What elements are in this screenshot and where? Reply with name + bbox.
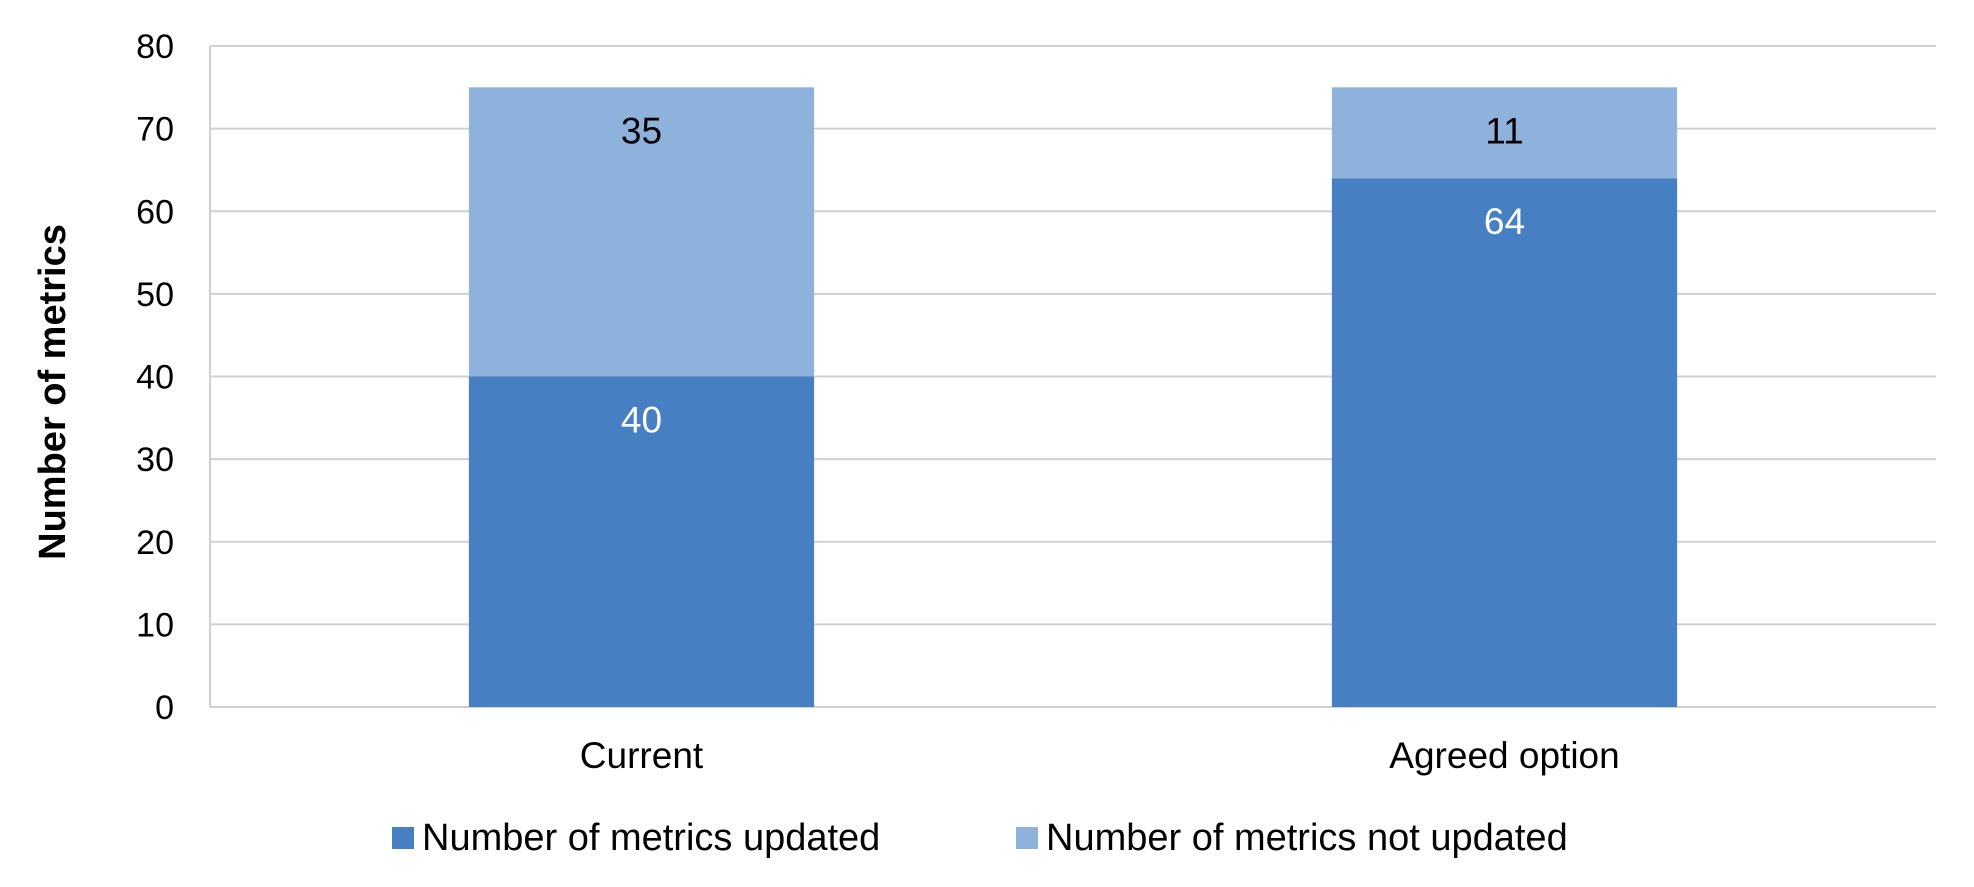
legend-label: Number of metrics updated xyxy=(422,817,880,859)
legend-swatch xyxy=(1016,827,1038,849)
data-label: 35 xyxy=(621,110,662,151)
bar-segment xyxy=(468,376,815,707)
bar-segment xyxy=(1331,87,1678,179)
data-label: 64 xyxy=(1484,201,1525,242)
y-tick-label: 10 xyxy=(136,606,174,644)
y-tick-label: 40 xyxy=(136,359,174,397)
legend-swatch xyxy=(392,827,414,849)
x-axis-category-labels: Current Agreed option xyxy=(580,735,1620,776)
data-label: 11 xyxy=(1485,110,1523,151)
y-axis-label: Number of metrics xyxy=(32,224,74,560)
bars: 40 35 64 11 xyxy=(468,87,1678,707)
data-label: 40 xyxy=(621,400,662,441)
y-tick-label: 0 xyxy=(155,689,174,727)
y-tick-label: 50 xyxy=(136,276,174,314)
y-tick-label: 20 xyxy=(136,524,174,562)
x-category-label: Agreed option xyxy=(1389,735,1619,776)
legend: Number of metrics updated Number of metri… xyxy=(392,817,1568,859)
y-tick-label: 60 xyxy=(136,193,174,231)
y-axis-tick-labels: 0 10 20 30 40 50 60 70 80 xyxy=(136,28,174,727)
bar-segment xyxy=(1331,178,1678,707)
legend-label: Number of metrics not updated xyxy=(1046,817,1568,859)
y-tick-label: 30 xyxy=(136,441,174,479)
bar-segment xyxy=(468,87,815,377)
y-tick-label: 70 xyxy=(136,111,174,149)
x-category-label: Current xyxy=(580,735,704,776)
y-tick-label: 80 xyxy=(136,28,174,66)
